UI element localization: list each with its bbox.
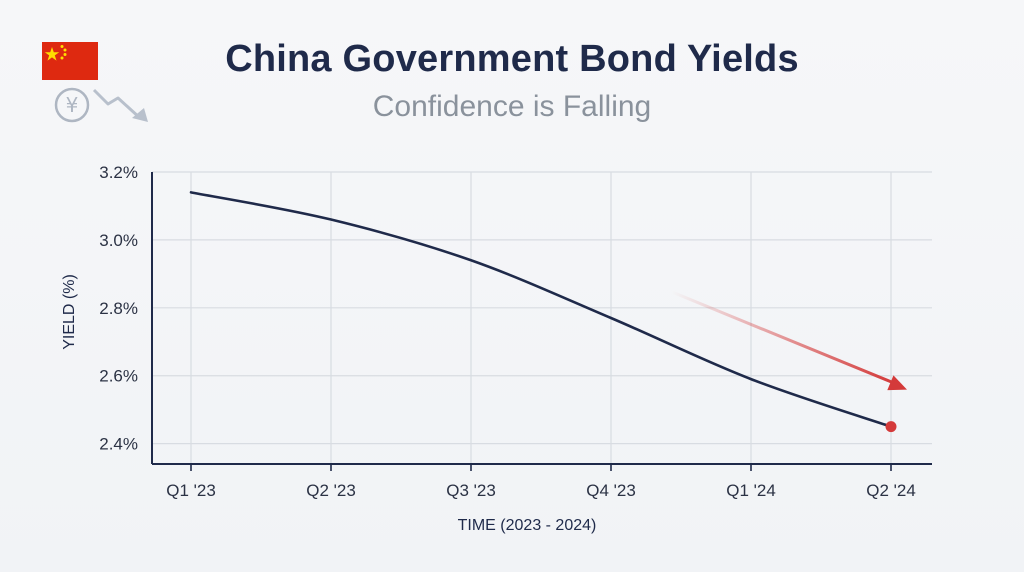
x-tick-label: Q1 '23 <box>166 481 216 500</box>
end-point-marker <box>885 421 897 433</box>
trend-arrow-head <box>887 375 907 391</box>
x-tick-label: Q1 '24 <box>726 481 776 500</box>
x-tick-label: Q4 '23 <box>586 481 636 500</box>
y-tick-label: 2.8% <box>99 299 138 318</box>
x-tick-label: Q3 '23 <box>446 481 496 500</box>
y-tick-label: 3.0% <box>99 231 138 250</box>
chart-title: China Government Bond Yields <box>225 38 799 80</box>
chart-subtitle: Confidence is Falling <box>372 90 652 123</box>
y-tick-label: 2.4% <box>99 435 138 454</box>
x-tick-label: Q2 '24 <box>866 481 916 500</box>
y-axis-label: YIELD (%) <box>61 274 78 350</box>
svg-text:¥: ¥ <box>66 93 79 117</box>
series-line <box>189 191 893 428</box>
x-axis-label: TIME (2023 - 2024) <box>458 517 597 534</box>
yen-down-trend-icon: ¥ <box>54 87 148 123</box>
x-tick-label: Q2 '23 <box>306 481 356 500</box>
trend-arrow-shaft <box>670 290 895 385</box>
china-flag-icon <box>42 42 98 80</box>
y-tick-label: 2.6% <box>99 367 138 386</box>
y-tick-label: 3.2% <box>99 163 138 182</box>
